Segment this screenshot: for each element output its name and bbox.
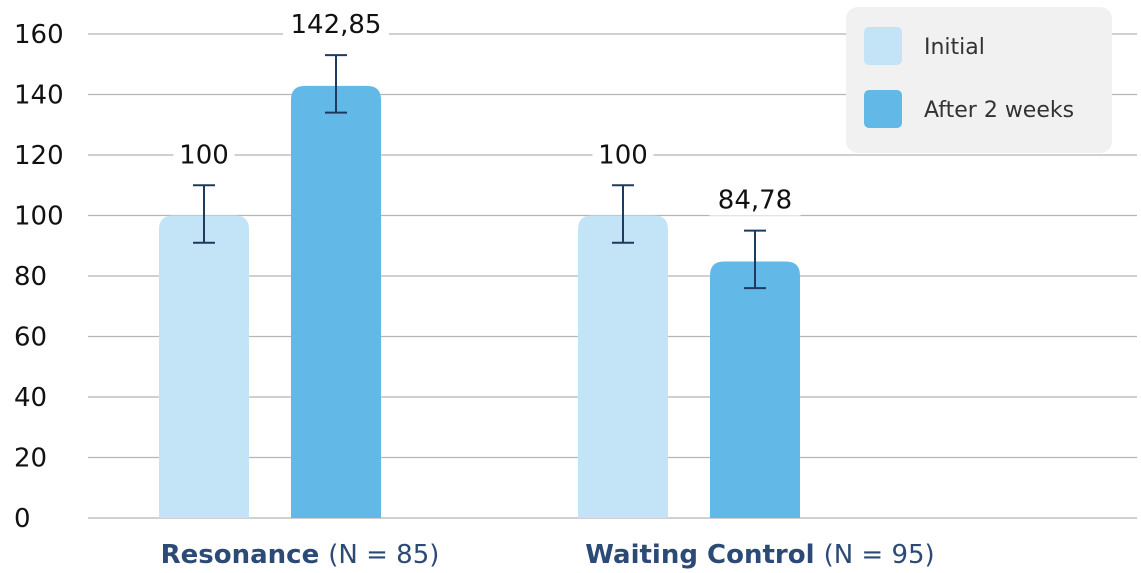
- y-tick-label: 100: [14, 202, 64, 232]
- data-label-bg: [592, 138, 654, 171]
- data-label: 100: [179, 140, 229, 170]
- y-tick-label: 60: [14, 323, 47, 353]
- x-axis-categories: Resonance (N = 85) Waiting Control (N = 9…: [161, 540, 935, 570]
- category-name: Resonance: [161, 540, 329, 570]
- data-label-bg: [709, 183, 801, 216]
- y-tick-label: 20: [14, 444, 47, 474]
- category-name: Waiting Control: [585, 540, 823, 570]
- y-tick-label: 160: [14, 20, 64, 50]
- bar-after-2-weeks-1: [710, 261, 800, 518]
- bar-initial-0: [159, 215, 249, 518]
- category-sample-size: (N = 95): [824, 540, 935, 570]
- legend-box: [846, 7, 1112, 153]
- legend-label-initial: Initial: [924, 35, 985, 60]
- legend-label-after-2-weeks: After 2 weeks: [924, 98, 1074, 123]
- data-label: 100: [598, 140, 648, 170]
- bar-initial-1: [578, 215, 668, 518]
- y-tick-label: 40: [14, 383, 47, 413]
- legend: Initial After 2 weeks: [846, 7, 1112, 153]
- data-label: 84,78: [718, 186, 792, 216]
- error-bars: [193, 54, 766, 290]
- y-axis-ticks: 0 20 40 60 80 100 120 140 160: [14, 20, 64, 534]
- y-tick-label: 140: [14, 81, 64, 111]
- legend-swatch-initial: [864, 27, 902, 65]
- bars: [159, 85, 800, 518]
- y-tick-label: 80: [14, 262, 47, 292]
- category-label-1: Waiting Control (N = 95): [585, 540, 934, 570]
- bar-after-2-weeks-0: [291, 85, 381, 518]
- legend-swatch-after-2-weeks: [864, 90, 902, 128]
- category-label-0: Resonance (N = 85): [161, 540, 440, 570]
- y-tick-label: 120: [14, 141, 64, 171]
- data-label-bg: [283, 8, 389, 41]
- data-label: 142,85: [291, 10, 382, 40]
- y-tick-label: 0: [14, 504, 31, 534]
- data-labels: 100 100 142,85 84,78: [173, 8, 801, 216]
- category-sample-size: (N = 85): [328, 540, 439, 570]
- data-label-bg: [173, 138, 235, 171]
